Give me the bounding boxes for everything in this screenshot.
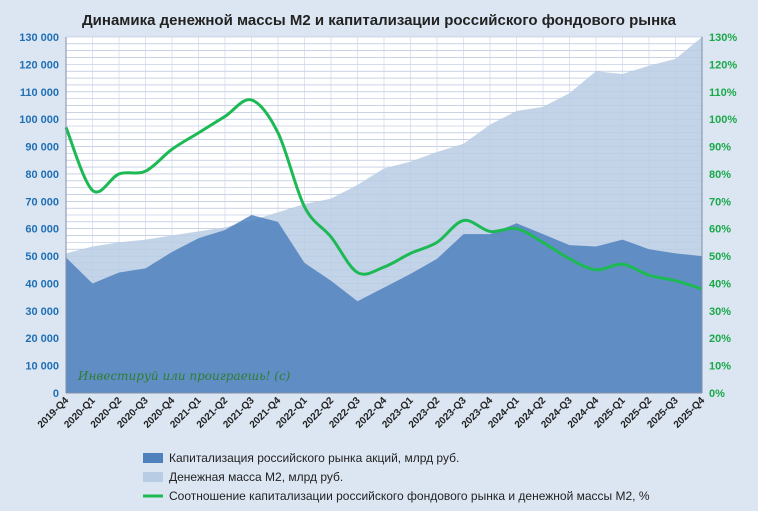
right-tick-label: 70%: [709, 196, 731, 208]
right-tick-label: 120%: [709, 59, 737, 71]
right-tick-label: 80%: [709, 169, 731, 181]
chart-title: Динамика денежной массы М2 и капитализац…: [82, 12, 677, 29]
watermark-text: Инвестируй или проиграешь! (с): [77, 369, 291, 383]
right-tick-label: 130%: [709, 32, 737, 44]
right-axis-ticks: 0% 10% 20% 30% 40% 50% 60% 70% 80% 90% 100% 110% 120…: [709, 32, 737, 400]
left-tick-label: 10 000: [25, 361, 59, 373]
area-series: [66, 37, 702, 393]
right-tick-label: 90%: [709, 142, 731, 154]
left-tick-label: 20 000: [25, 333, 59, 345]
left-tick-label: 70 000: [25, 196, 59, 208]
left-axis-ticks: 0 10 000 20 000 30 000 40 000 50 000 60 000 70 …: [19, 32, 59, 400]
area-capitalization: [66, 215, 702, 393]
left-tick-label: 30 000: [25, 306, 59, 318]
left-tick-label: 0: [53, 388, 59, 400]
left-tick-label: 110 000: [20, 87, 59, 99]
right-tick-label: 30%: [709, 306, 731, 318]
axes: [65, 37, 703, 394]
left-tick-label: 100 000: [19, 114, 59, 126]
left-tick-label: 90 000: [25, 142, 59, 154]
line-series: [64, 98, 703, 291]
right-tick-label: 40%: [709, 278, 731, 290]
legend-swatch-money-supply: [143, 472, 163, 482]
right-tick-label: 100%: [709, 114, 737, 126]
legend-label-ratio: Соотношение капитализации российского фо…: [169, 489, 650, 503]
right-tick-label: 0%: [709, 388, 725, 400]
left-tick-label: 60 000: [25, 224, 59, 236]
left-tick-label: 80 000: [25, 169, 59, 181]
left-tick-label: 50 000: [25, 251, 59, 263]
right-tick-label: 50%: [709, 251, 731, 263]
ratio-line: [64, 98, 703, 291]
right-tick-label: 10%: [709, 361, 731, 373]
left-tick-label: 40 000: [25, 278, 59, 290]
legend-label-money-supply: Денежная масса М2, млрд руб.: [169, 470, 343, 484]
legend: Капитализация российского рынка акций, м…: [143, 451, 650, 503]
legend-swatch-capitalization: [143, 453, 163, 463]
x-axis-ticks: 2019-Q42020-Q12020-Q22020-Q32020-Q42021-…: [36, 395, 708, 431]
right-tick-label: 20%: [709, 333, 731, 345]
left-tick-label: 130 000: [19, 32, 59, 44]
left-tick-label: 120 000: [19, 59, 59, 71]
legend-label-capitalization: Капитализация российского рынка акций, м…: [169, 451, 459, 465]
right-tick-label: 60%: [709, 224, 731, 236]
right-tick-label: 110%: [709, 87, 737, 99]
